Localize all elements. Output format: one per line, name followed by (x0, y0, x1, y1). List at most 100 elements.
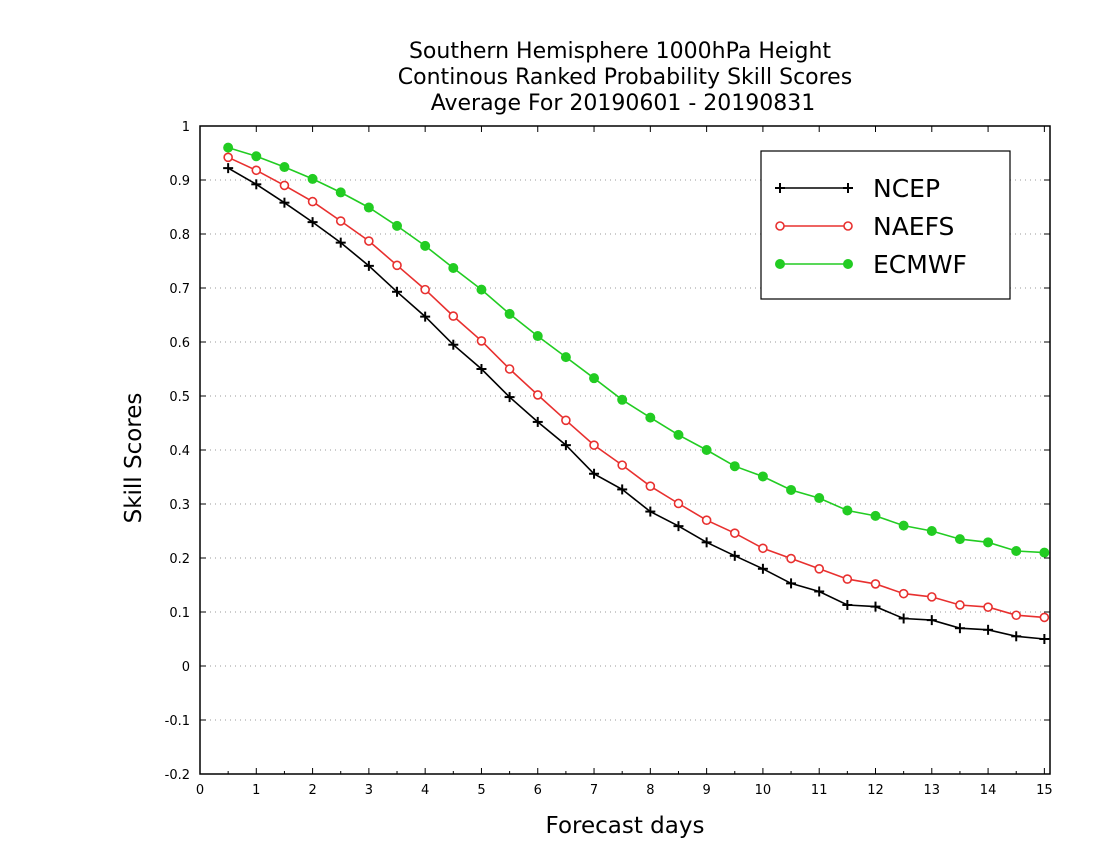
x-tick-label: 0 (196, 783, 204, 798)
data-point-ecmwf (589, 373, 600, 384)
data-point-naefs (307, 196, 318, 207)
data-point-ecmwf (476, 284, 487, 295)
data-point-ecmwf (307, 173, 318, 184)
data-point-ncep (420, 311, 431, 322)
x-tick-label: 1 (252, 783, 260, 798)
data-point-ecmwf (560, 352, 571, 363)
data-point-ncep (645, 506, 656, 517)
legend-label-naefs: NAEFS (873, 212, 954, 241)
legend-marker-ecmwf (775, 259, 785, 269)
data-point-naefs (926, 592, 937, 602)
data-point-naefs (251, 165, 262, 176)
data-point-naefs (955, 600, 965, 610)
data-point-ncep (983, 624, 994, 635)
data-point-ncep (870, 601, 881, 612)
legend-label-ncep: NCEP (873, 174, 940, 203)
x-tick-label: 8 (646, 783, 654, 798)
x-tick-label: 14 (980, 783, 997, 798)
data-point-ecmwf (814, 493, 825, 504)
data-point-naefs (786, 553, 796, 564)
data-point-naefs (476, 336, 487, 346)
data-point-ecmwf (1039, 547, 1050, 558)
data-point-naefs (364, 236, 374, 246)
plot-frame (199, 125, 1051, 775)
data-point-ncep (476, 364, 487, 374)
data-point-ecmwf (392, 220, 403, 231)
chart-title-line-2: Continous Ranked Probability Skill Score… (398, 65, 852, 90)
y-tick-label: 1 (182, 120, 190, 135)
y-tick-label: 0.7 (169, 282, 190, 297)
data-point-ecmwf (532, 331, 543, 342)
data-point-ecmwf (504, 308, 515, 319)
data-point-naefs (504, 364, 515, 374)
legend-label-ecmwf: ECMWF (873, 250, 967, 279)
data-point-naefs (814, 563, 825, 574)
data-point-ncep (757, 563, 768, 574)
data-point-ncep (307, 217, 318, 228)
data-point-ncep (954, 623, 965, 634)
data-point-ncep (1039, 634, 1050, 644)
y-tick-label: 0.3 (169, 498, 190, 513)
legend-marker-ecmwf (843, 259, 853, 269)
data-point-naefs (223, 152, 233, 163)
data-point-ecmwf (786, 484, 797, 495)
legend-marker-naefs (843, 221, 853, 231)
plot-series (223, 142, 1050, 644)
x-axis-title: Forecast days (546, 813, 705, 839)
y-tick-label: -0.2 (165, 768, 190, 783)
data-point-naefs (279, 180, 290, 191)
data-point-ncep (729, 550, 740, 561)
data-point-ncep (223, 163, 234, 174)
data-point-naefs (1039, 612, 1050, 623)
data-point-ncep (251, 179, 262, 190)
x-tick-label: 13 (924, 783, 941, 798)
x-tick-label: 7 (590, 783, 598, 798)
data-point-ecmwf (898, 520, 909, 531)
data-point-naefs (1011, 610, 1022, 621)
data-point-naefs (673, 498, 684, 509)
y-tick-label: 0.2 (169, 552, 190, 567)
x-tick-label: 5 (477, 783, 485, 798)
data-point-naefs (898, 588, 909, 599)
data-point-ecmwf (983, 537, 994, 548)
data-point-ecmwf (701, 445, 712, 455)
data-point-ecmwf (335, 187, 346, 198)
data-point-naefs (983, 602, 993, 612)
data-point-naefs (617, 460, 627, 470)
data-point-ecmwf (926, 526, 937, 536)
data-point-ecmwf (954, 534, 965, 545)
y-tick-label: 0.5 (169, 390, 190, 405)
data-point-naefs (448, 311, 459, 321)
data-point-ecmwf (729, 461, 740, 472)
x-tick-label: 10 (755, 783, 772, 798)
y-axis-title: Skill Scores (121, 393, 147, 524)
data-point-naefs (870, 579, 881, 589)
chart-title-line-3: Average For 20190601 - 20190831 (431, 91, 816, 116)
data-point-ncep (673, 521, 684, 532)
data-point-ncep (701, 537, 712, 548)
data-point-ecmwf (645, 412, 656, 423)
data-point-ncep (589, 468, 600, 479)
data-point-naefs (758, 543, 768, 554)
data-point-ncep (617, 484, 628, 495)
data-point-ncep (532, 416, 543, 427)
data-point-naefs (335, 216, 346, 226)
data-point-naefs (842, 574, 853, 584)
data-point-naefs (561, 415, 571, 426)
data-point-ecmwf (279, 162, 290, 173)
legend-marker-naefs (775, 221, 785, 231)
x-tick-label: 3 (365, 783, 373, 798)
data-point-naefs (645, 481, 656, 491)
axes: -0.2-0.100.10.20.30.40.50.60.70.80.910 1 2… (165, 120, 1053, 798)
x-tick-label: 6 (534, 783, 542, 798)
data-point-naefs (729, 528, 740, 538)
data-point-ecmwf (420, 240, 431, 251)
data-point-ecmwf (673, 429, 684, 440)
data-point-ncep (786, 578, 797, 589)
data-point-ncep (560, 440, 571, 451)
chart-title: Southern Hemisphere 1000hPa Height Conti… (398, 39, 852, 116)
legend-marker-ncep (843, 183, 853, 193)
data-point-ncep (448, 339, 459, 350)
